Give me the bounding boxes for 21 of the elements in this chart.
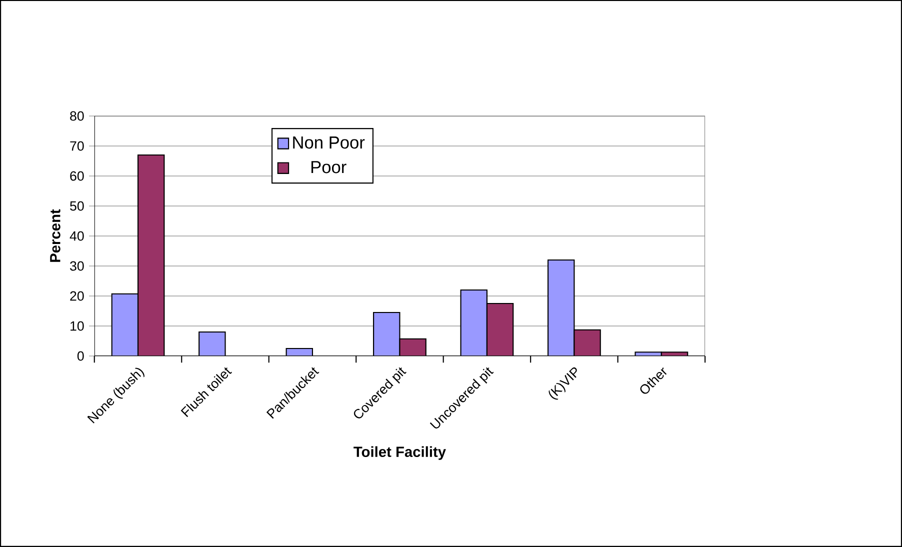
bar <box>374 312 400 356</box>
y-tick-label: 60 <box>70 171 84 181</box>
x-axis-title: Toilet Facility <box>354 446 446 460</box>
y-tick-label: 70 <box>70 141 84 151</box>
bar <box>138 155 164 356</box>
legend-label: Poor <box>311 161 346 174</box>
legend-label: Non Poor <box>293 136 365 149</box>
bar <box>548 260 574 356</box>
bar <box>460 290 487 356</box>
bar <box>574 330 600 356</box>
y-tick-label: 30 <box>70 261 84 271</box>
y-tick-label: 0 <box>77 351 84 361</box>
bar <box>112 294 138 356</box>
y-tick-label: 10 <box>70 321 84 331</box>
y-tick-label: 80 <box>70 111 84 121</box>
y-tick-label: 50 <box>70 201 84 211</box>
bar <box>199 332 226 356</box>
y-tick-label: 20 <box>70 291 84 301</box>
y-tick-label: 40 <box>70 231 84 241</box>
y-axis-title: Percent <box>50 209 60 262</box>
bar <box>486 304 514 356</box>
